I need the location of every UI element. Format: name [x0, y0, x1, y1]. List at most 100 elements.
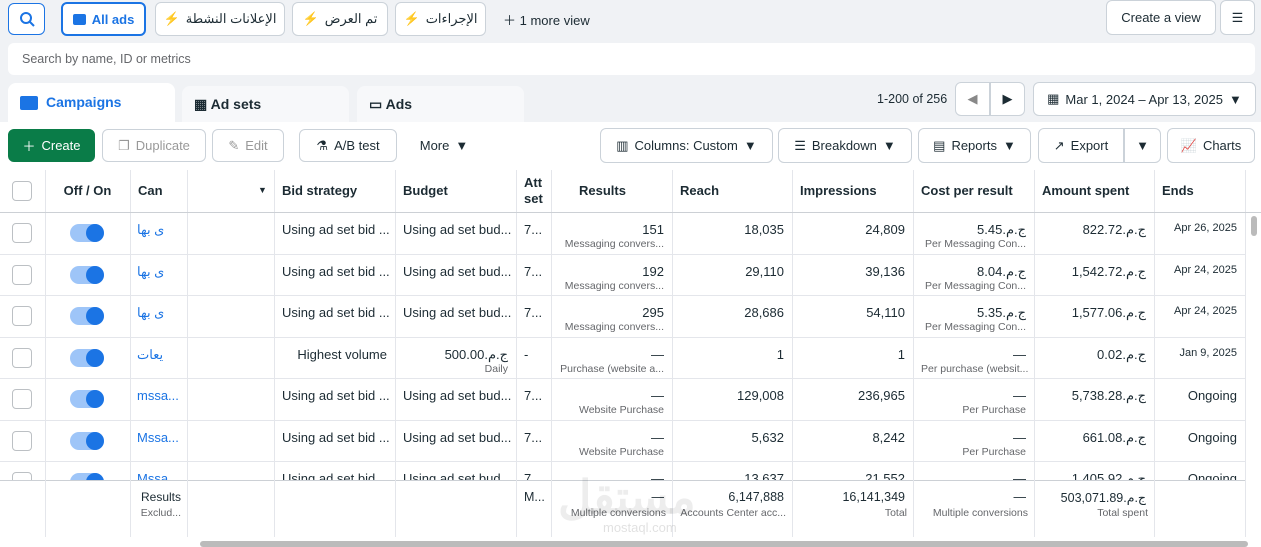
search-button[interactable] — [8, 3, 45, 35]
column-divider — [274, 170, 275, 537]
cell-ends: Apr 26, 2025 — [1174, 222, 1237, 234]
pagination: 1-200 of 256 — [877, 92, 948, 106]
column-header[interactable]: Results — [579, 183, 626, 198]
cell-impressions: 236,965 — [858, 388, 905, 403]
duplicate-button[interactable]: ❐ Duplicate — [102, 129, 206, 162]
more-button[interactable]: More ▼ — [404, 129, 484, 162]
create-button[interactable]: ＋ Create — [8, 129, 95, 162]
column-divider — [672, 170, 673, 537]
search-icon — [19, 12, 35, 27]
reports-button[interactable]: ▤ Reports ▼ — [918, 128, 1031, 163]
select-all[interactable] — [12, 181, 32, 201]
toggle-knob — [86, 265, 104, 284]
row-checkbox[interactable] — [12, 389, 32, 409]
cell-results-sub: Messaging convers... — [564, 238, 664, 250]
column-divider — [551, 480, 552, 537]
row-border — [0, 336, 1245, 338]
columns-button[interactable]: ▥ Columns: Custom ▼ — [600, 128, 773, 163]
campaign-name[interactable]: ى بها — [137, 222, 165, 237]
tab[interactable]: ▦ Ad sets — [182, 86, 349, 122]
column-header[interactable]: Reach — [680, 183, 720, 198]
next-page[interactable]: ▶ — [990, 82, 1025, 116]
vertical-scrollbar — [1251, 216, 1257, 236]
totals-sub: Exclud... — [140, 507, 181, 519]
column-divider — [1245, 170, 1246, 537]
more-views[interactable]: ＋ 1 more view — [503, 13, 590, 28]
tab[interactable]: Campaigns — [8, 83, 175, 125]
cell-budget: Using ad set bud... — [403, 388, 512, 403]
ab-test-button[interactable]: ⚗ A/B test — [299, 129, 397, 162]
column-header[interactable]: Att set — [524, 175, 543, 206]
cell-budget: Using ad set bud... — [403, 263, 512, 279]
totals-spent: ج.م.503,071.89 — [1060, 491, 1146, 505]
totals-cost: — — [1013, 490, 1027, 504]
column-header[interactable]: Ends — [1162, 183, 1194, 198]
campaign-name[interactable]: mssa... — [137, 388, 179, 403]
cell-att: 7... — [524, 222, 543, 237]
column-header[interactable]: Cost per result — [921, 183, 1013, 198]
export-button[interactable]: ↗ Export — [1038, 128, 1124, 163]
row-checkbox[interactable] — [12, 223, 32, 243]
row-checkbox[interactable] — [12, 264, 32, 285]
row-checkbox[interactable] — [12, 430, 32, 451]
cell-reach: 29,110 — [745, 263, 784, 279]
view-tab[interactable]: All ads — [61, 2, 146, 36]
table-panel — [0, 122, 1261, 547]
prev-page[interactable]: ◀ — [955, 82, 990, 116]
row-checkbox[interactable] — [12, 306, 32, 326]
cell-cost-sub: Per purchase (websit... — [921, 362, 1029, 375]
breakdown-button[interactable]: ☰ Breakdown ▼ — [778, 128, 912, 163]
cell-cost: — — [1013, 346, 1026, 362]
campaign-name[interactable]: ى بها — [137, 305, 165, 320]
campaign-name[interactable]: يعات — [137, 346, 164, 362]
ab-test-label: A/B test — [334, 138, 380, 153]
row-checkbox[interactable] — [12, 347, 32, 368]
search-input[interactable]: Search by name, ID or metrics — [8, 43, 1255, 75]
cell-cost: — — [1013, 388, 1026, 403]
tab-label: Campaigns — [46, 94, 122, 110]
export-dropdown[interactable]: ▼ — [1124, 128, 1161, 163]
column-header[interactable]: Bid strategy — [282, 183, 358, 198]
cell-reach: 5,632 — [751, 429, 784, 445]
campaign-name[interactable]: Mssa... — [137, 429, 179, 445]
settings-button[interactable]: ☰ — [1220, 0, 1255, 35]
column-header[interactable]: Can — [138, 183, 163, 198]
column-divider — [551, 170, 552, 537]
totals-reach: 6,147,888 — [728, 490, 784, 504]
column-divider — [395, 480, 396, 537]
cell-cost: ج.م.5.35 — [977, 305, 1026, 320]
cell-budget: Using ad set bud... — [403, 222, 512, 237]
cell-reach: 18,035 — [744, 222, 784, 237]
create-view-button[interactable]: Create a view — [1106, 0, 1216, 35]
column-divider — [187, 170, 188, 537]
cell-budget-sub: Daily — [484, 362, 508, 375]
edit-label: Edit — [245, 138, 268, 153]
cell-impressions: 39,136 — [865, 263, 905, 279]
cell-bid: Using ad set bid ... — [282, 388, 390, 403]
date-picker[interactable]: ▦ Mar 1, 2024 – Apr 13, 2025 ▼ — [1033, 82, 1256, 116]
tab[interactable]: ▭ Ads — [357, 86, 524, 122]
column-divider — [274, 480, 275, 537]
edit-button[interactable]: ✎ Edit — [212, 129, 284, 162]
column-header[interactable]: Off / On — [63, 183, 112, 198]
column-header[interactable]: Budget — [403, 183, 448, 198]
column-header[interactable]: Amount spent — [1042, 183, 1130, 198]
cell-cost-sub: Per Messaging Con... — [925, 321, 1026, 333]
cell-results: 192 — [642, 263, 664, 279]
view-tab[interactable]: ⚡ الإعلانات النشطة — [155, 2, 285, 36]
campaign-name[interactable]: ى بها — [137, 263, 165, 279]
cell-cost-sub: Per Messaging Con... — [925, 238, 1026, 250]
view-tab[interactable]: ⚡ تم العرض — [292, 2, 388, 36]
cell-results-sub: Messaging convers... — [564, 279, 664, 292]
charts-button[interactable]: 📈 Charts — [1167, 128, 1255, 163]
column-divider — [395, 170, 396, 537]
charts-label: Charts — [1202, 138, 1242, 153]
column-header[interactable]: Impressions — [800, 183, 877, 198]
view-tab[interactable]: ⚡ الإجراءات — [395, 2, 486, 36]
cell-results-sub: Messaging convers... — [564, 321, 664, 333]
cell-results-sub: Purchase (website a... — [560, 362, 664, 375]
cell-results: — — [651, 346, 664, 362]
column-divider — [1034, 480, 1035, 537]
cell-cost: ج.م.5.45 — [977, 222, 1026, 237]
